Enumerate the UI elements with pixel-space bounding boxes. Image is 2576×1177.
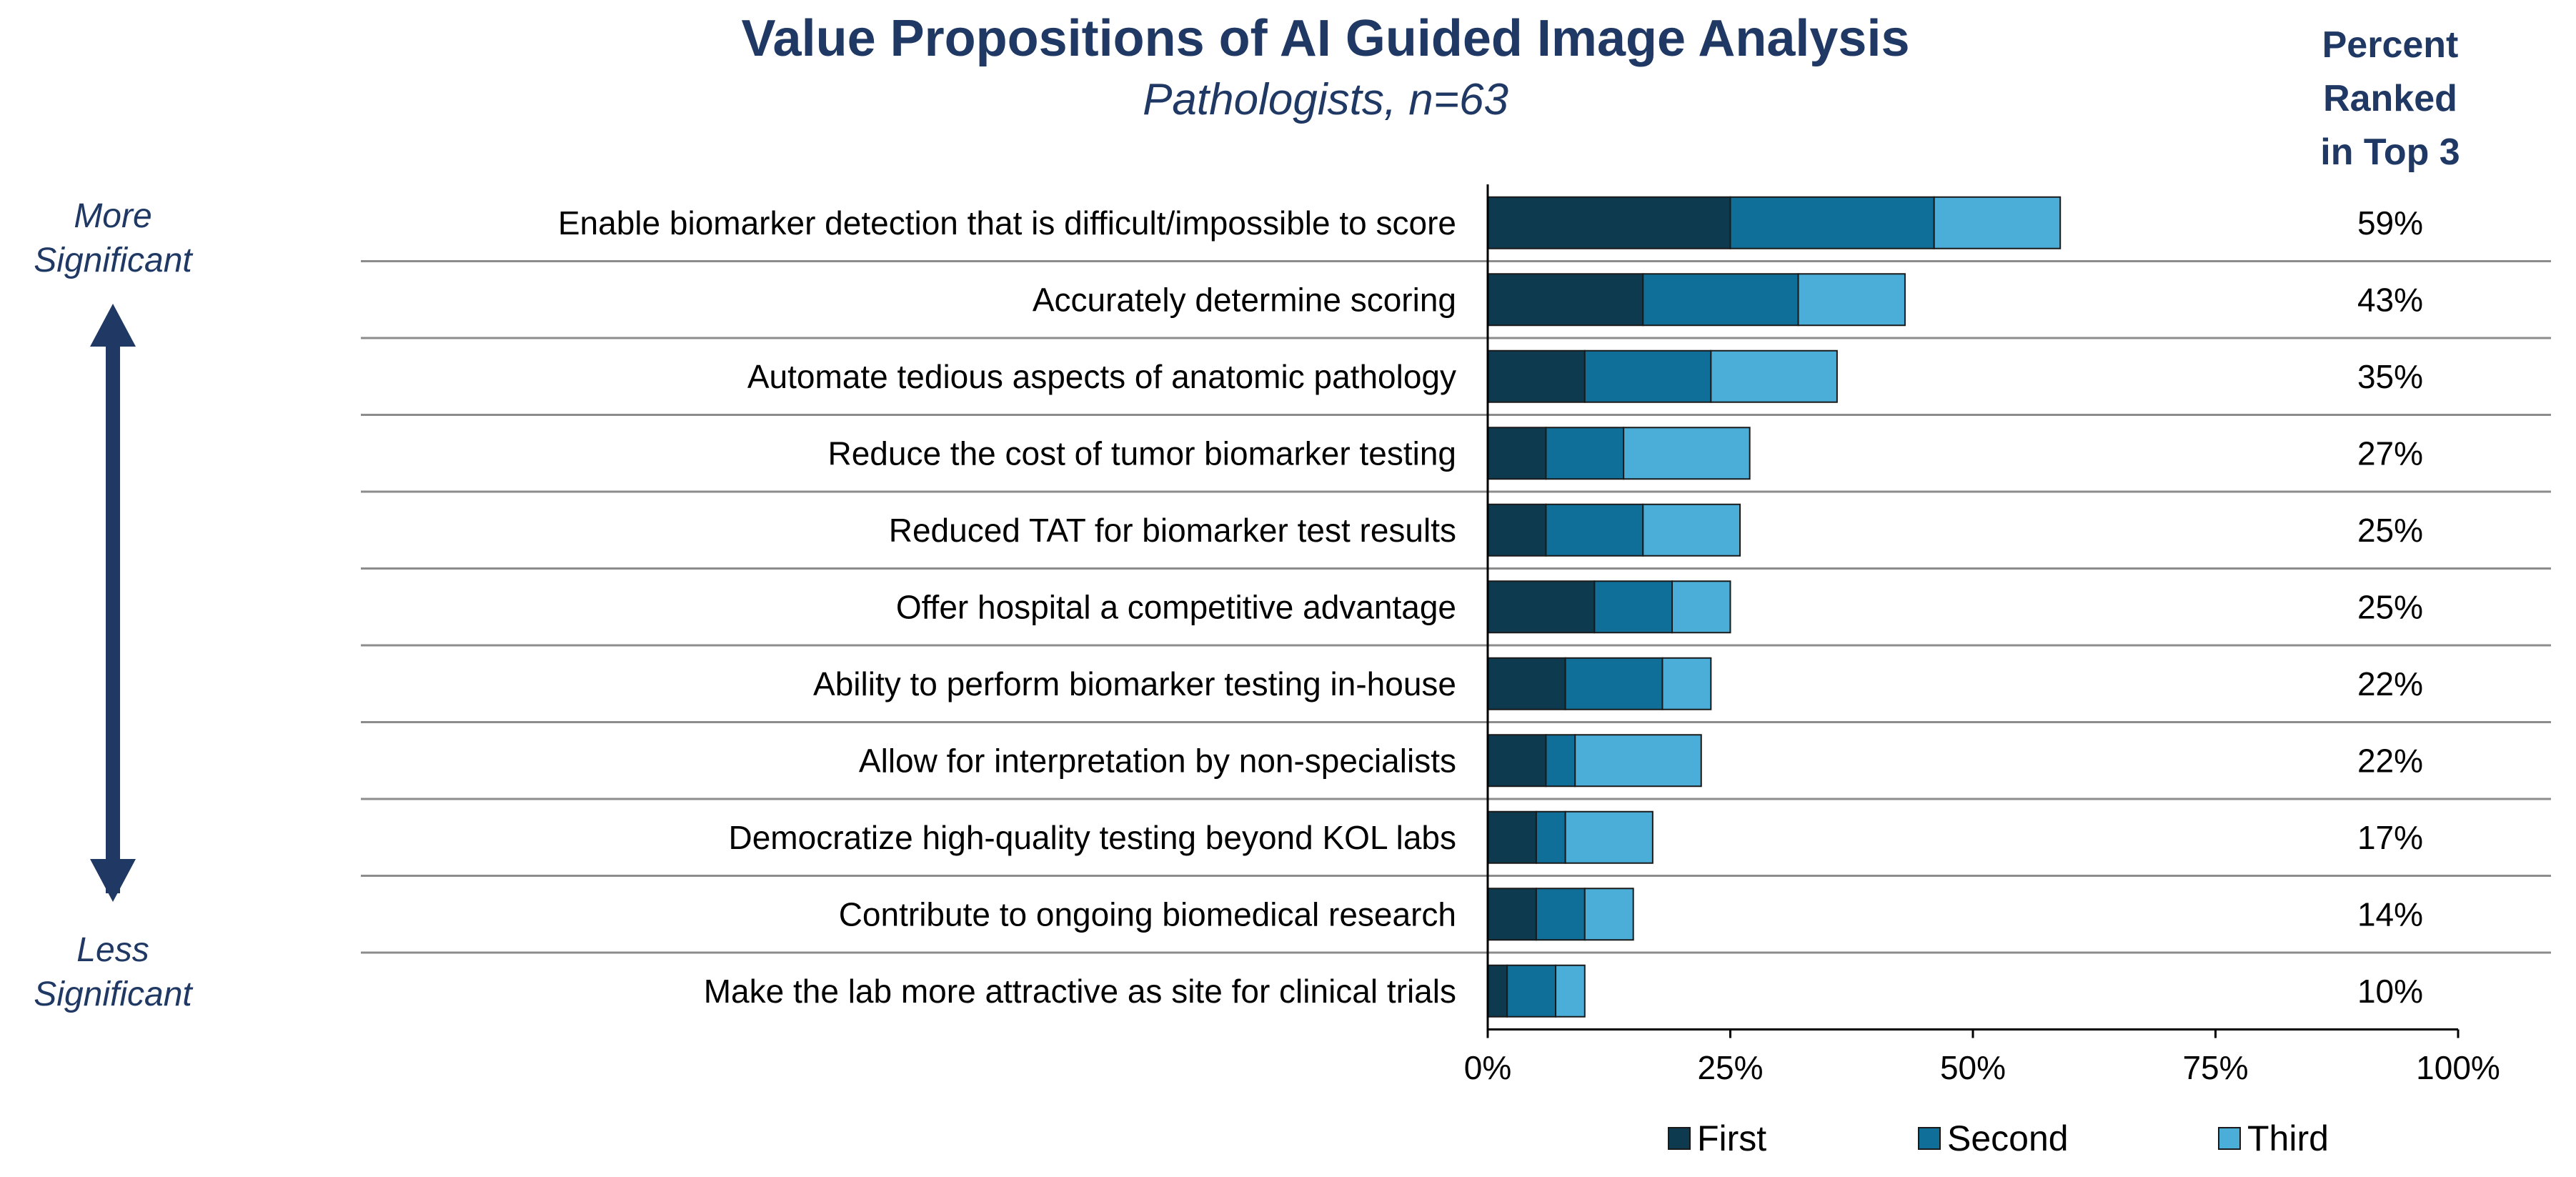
bar-first-8 [1487,810,1537,864]
bar-third-7 [1574,734,1702,788]
bar-first-1 [1487,273,1644,327]
percent-header-line: Percent [2322,24,2459,66]
bar-third-10 [1555,964,1586,1018]
legend: First Second Third [1668,1118,2329,1158]
legend-swatch-third [2218,1127,2241,1150]
bar-third-6 [1661,657,1712,710]
significance-arrow-shaft [106,336,120,893]
chart-subtitle: Pathologists, n=63 [1143,75,1508,124]
more-significant-label: More [74,197,151,235]
percent-label: 25% [2357,512,2423,549]
bar-second-2 [1583,349,1712,403]
percent-label: 59% [2357,204,2423,242]
bar-first-5 [1487,580,1596,634]
category-label: Democratize high-quality testing beyond … [728,819,1456,856]
bar-first-6 [1487,657,1566,710]
percent-label: 25% [2357,588,2423,625]
percent-header-line: Ranked [2323,78,2457,119]
bar-third-1 [1797,273,1906,327]
category-label: Ability to perform biomarker testing in-… [813,665,1456,702]
bar-second-10 [1506,964,1557,1018]
category-labels: Enable biomarker detection that is diffi… [558,204,1456,1010]
bar-third-5 [1671,580,1731,634]
bar-second-0 [1729,196,1935,249]
bar-second-9 [1535,888,1586,941]
bar-second-5 [1593,580,1674,634]
category-label: Accurately determine scoring [1033,281,1456,318]
category-label: Allow for interpretation by non-speciali… [859,742,1456,779]
x-axis: 0% 25% 50% 75% 100% [1464,184,2500,1086]
x-tick-label: 50% [1940,1049,2006,1086]
bar-first-10 [1487,964,1508,1018]
category-label: Reduce the cost of tumor biomarker testi… [827,434,1456,472]
percent-label: 22% [2357,742,2423,779]
category-label: Reduced TAT for biomarker test results [889,512,1456,549]
less-significant-label: Significant [34,975,193,1013]
percent-label: 27% [2357,434,2423,472]
percent-label: 10% [2357,973,2423,1010]
x-tick-label: 75% [2182,1049,2248,1086]
less-significant-label: Less [76,931,149,969]
percent-label: 43% [2357,281,2423,318]
bar-first-2 [1487,349,1586,403]
bar-third-3 [1623,427,1751,480]
bar-first-4 [1487,503,1547,557]
x-tick-label: 100% [2416,1049,2500,1086]
significance-indicator: More Significant Less Significant [34,197,193,1013]
bar-first-7 [1487,734,1547,788]
percent-labels: 59% 43% 35% 27% 25% 25% 22% 22% 17% 14% 10% [2357,204,2423,1010]
percent-header: Percent Ranked in Top 3 [2320,24,2460,173]
bar-first-3 [1487,427,1547,480]
more-significant-label: Significant [34,242,193,279]
percent-header-line: in Top 3 [2320,131,2460,173]
legend-label-second: Second [1947,1118,2069,1158]
bar-group [1487,196,2062,1018]
row-separators [361,260,2551,954]
legend-swatch-first [1668,1127,1691,1150]
bar-third-9 [1583,888,1634,941]
bar-second-3 [1545,427,1625,480]
bar-third-0 [1933,196,2062,249]
percent-label: 22% [2357,665,2423,702]
legend-label-third: Third [2247,1118,2329,1158]
bar-third-4 [1642,503,1741,557]
bar-third-2 [1710,349,1838,403]
arrow-up-icon [90,304,136,347]
bar-first-9 [1487,888,1537,941]
arrow-down-icon [90,859,136,902]
percent-label: 35% [2357,358,2423,395]
category-label: Enable biomarker detection that is diffi… [558,204,1456,242]
chart-title: Value Propositions of AI Guided Image An… [741,10,1909,67]
percent-label: 17% [2357,819,2423,856]
category-label: Contribute to ongoing biomedical researc… [839,895,1456,933]
bar-second-8 [1535,810,1566,864]
x-tick-label: 0% [1464,1049,1511,1086]
bar-first-0 [1487,196,1731,249]
bar-second-4 [1545,503,1644,557]
bar-third-8 [1564,810,1653,864]
percent-label: 14% [2357,895,2423,933]
category-label: Make the lab more attractive as site for… [704,973,1456,1010]
x-tick-label: 25% [1697,1049,1763,1086]
bar-second-7 [1545,734,1576,788]
bar-second-1 [1642,273,1799,327]
legend-swatch-second [1918,1127,1941,1150]
category-label: Offer hospital a competitive advantage [896,588,1456,625]
bar-second-6 [1564,657,1664,710]
legend-label-first: First [1697,1118,1766,1158]
category-label: Automate tedious aspects of anatomic pat… [747,358,1456,395]
